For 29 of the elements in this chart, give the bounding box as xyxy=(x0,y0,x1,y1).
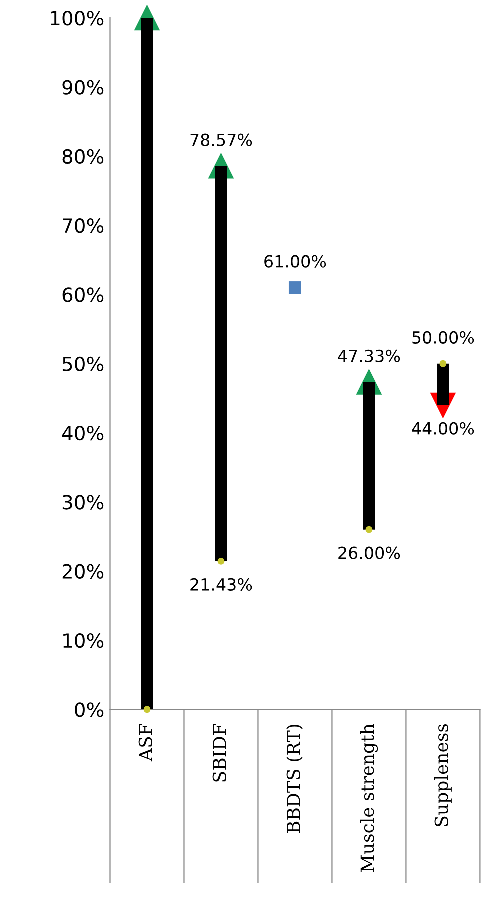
point xyxy=(218,558,225,565)
annotation: 78.57% xyxy=(190,134,252,146)
y-tick-label: 0% xyxy=(75,702,104,718)
y-tick-label: 100% xyxy=(51,11,104,26)
x-tick-label: Suppleness xyxy=(434,724,452,826)
bar xyxy=(141,18,154,710)
annotation: 21.43% xyxy=(190,578,252,592)
x-tick-label: BBDTS (RT) xyxy=(286,724,304,834)
bar xyxy=(363,382,376,530)
y-tick-label: 50% xyxy=(62,356,104,372)
y-tick-label: 10% xyxy=(64,633,104,648)
annotation: 47.33% xyxy=(338,350,400,362)
y-tick-label: 90% xyxy=(62,80,104,95)
bar xyxy=(437,364,450,406)
y-tick-label: 30% xyxy=(62,495,104,510)
annotation: 44.00% xyxy=(412,422,474,435)
x-tick-label: Muscle strength xyxy=(360,724,378,872)
y-tick-label: 70% xyxy=(63,218,104,234)
y-tick-label: 40% xyxy=(62,426,104,441)
bar xyxy=(215,166,228,562)
annotation: 50.00% xyxy=(412,331,474,344)
annotation: 26.00% xyxy=(338,546,400,560)
x-tick-label: ASF xyxy=(138,724,152,762)
point xyxy=(144,706,151,714)
y-tick-label: 20% xyxy=(62,564,104,579)
x-tick-label: SBIDF xyxy=(212,724,226,782)
y-tick-label: 60% xyxy=(62,288,104,302)
annotation: 61.00% xyxy=(264,255,326,268)
y-tick-label: 80% xyxy=(62,149,104,164)
